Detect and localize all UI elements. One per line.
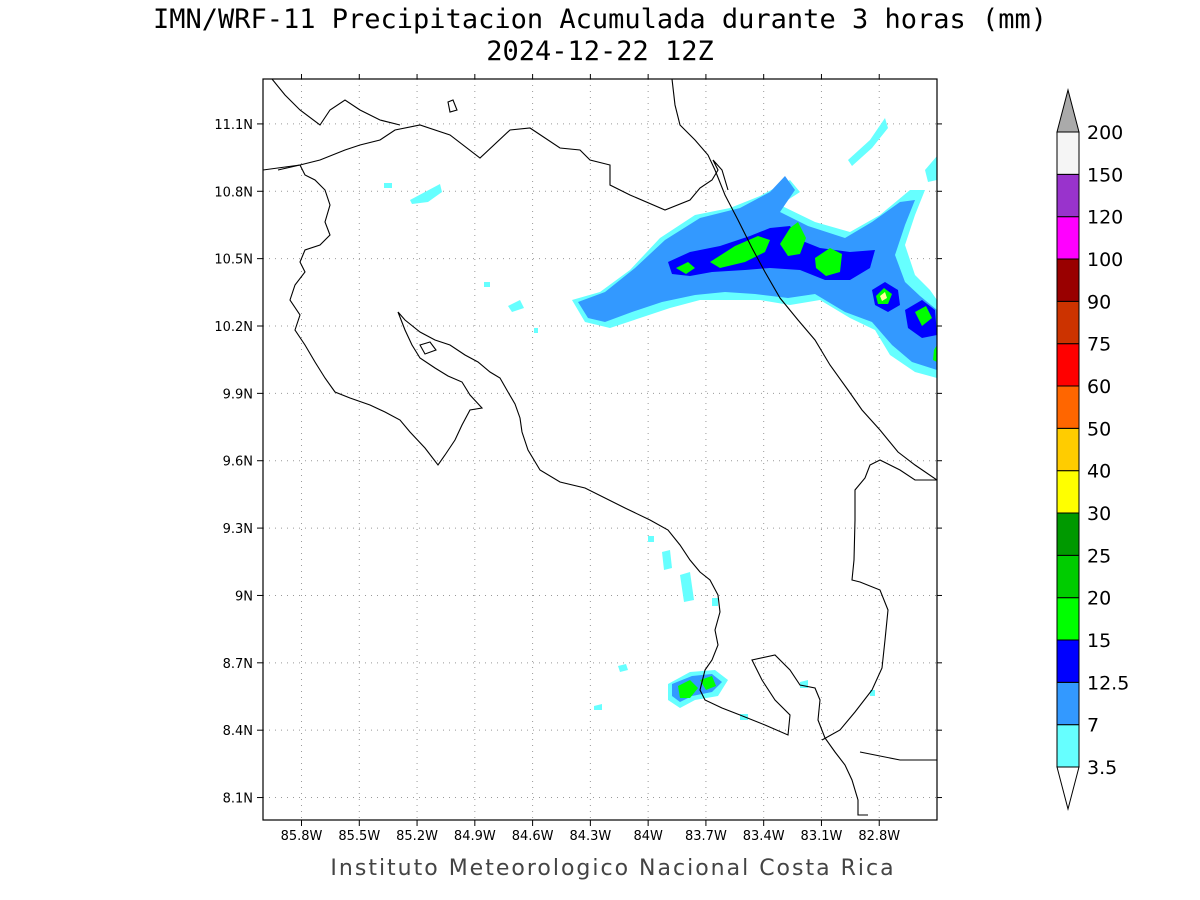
lon-tick-label: 85.2W [396,829,438,844]
colorbar-label: 25 [1087,545,1111,567]
lon-tick-label: 84.9W [454,829,496,844]
pacific-coast-nicoya [277,164,868,816]
lat-tick-label: 8.4N [223,724,253,739]
lat-tick-label: 10.5N [214,253,253,268]
precip-cell-osa-core2 [700,676,716,690]
precip-band-north-mid [578,176,937,370]
map-title: IMN/WRF-11 Precipitacion Acumulada duran… [152,4,1048,35]
colorbar-label: 40 [1087,461,1111,483]
lat-tick-label: 8.1N [223,792,253,807]
colorbar-label: 20 [1087,588,1111,610]
colorbar-box [1056,597,1080,641]
colorbar-label: 75 [1087,334,1111,356]
colorbar-label: 30 [1087,503,1111,525]
lon-tick-label: 84.6W [512,829,554,844]
lon-tick-label: 83.4W [743,829,785,844]
precip-cell-south-b [680,572,694,602]
lat-tick-label: 9.6N [223,455,253,470]
colorbar-box [1056,470,1080,514]
colorbar-label: 100 [1087,249,1123,271]
precip-core-north [710,236,770,268]
lat-tick-label: 9.3N [223,522,253,537]
colorbar-label: 3.5 [1087,757,1117,779]
colorbar-label: 12.5 [1087,672,1129,694]
precip-core-east2 [915,306,932,326]
colorbar-label: 15 [1087,630,1111,652]
lat-tick-label: 10.2N [214,320,253,335]
lon-tick-label: 85.5W [338,829,380,844]
colorbar-box [1056,300,1080,345]
precip-cell-northwest [410,184,442,204]
nicoya-inner-shore [419,341,437,355]
colorbar-box [1056,427,1080,472]
lat-tick-label: 9.9N [223,387,253,402]
colorbar-label: 7 [1087,715,1099,737]
colorbar-box [1056,258,1080,302]
coastlines-borders [263,79,937,816]
border-panama-pacific [821,459,937,741]
precipitation-field [384,118,937,720]
lon-tick-label: 84W [633,829,663,844]
colorbar-label: 90 [1087,291,1111,313]
precip-cell-south-a [662,550,672,570]
lake-island [447,99,458,113]
precip-cell-south-d [712,598,718,606]
lon-tick-label: 84.3W [569,829,611,844]
lon-tick-label: 85.8W [281,829,323,844]
precip-core-east3 [933,345,937,362]
colorbar-label: 60 [1087,376,1111,398]
nicaragua-lake-shore [271,79,401,126]
colorbar-box [1056,512,1080,556]
precip-cell-south-c [648,536,654,542]
precip-cell-northwest-small [384,183,392,188]
precip-streak-ne [848,118,888,166]
colorbar-box [1056,131,1080,175]
precip-cell-south-f [594,704,602,710]
precip-cell-south-e [618,664,628,672]
lon-tick-label: 83.1W [801,829,843,844]
map-frame [262,78,938,821]
colorbar-box [1056,343,1080,387]
colorbar-label: 200 [1087,122,1123,144]
colorbar-over-triangle [1056,88,1080,133]
colorbar-box [1056,385,1080,429]
map-subtitle: 2024-12-22 12Z [486,36,714,67]
lat-tick-label: 10.8N [214,185,253,200]
precip-cell-center2 [484,282,490,287]
colorbar-under-triangle [1056,766,1080,811]
precip-edge-east [925,156,937,182]
colorbar: 3.5 7 12.5 15 20 25 30 40 50 60 75 90 100 120 150 200 [1056,88,1129,811]
colorbar-box [1056,681,1080,726]
precip-core-north2 [780,222,806,256]
colorbar-box [1056,639,1080,683]
precip-cell-osa-core [678,680,698,698]
colorbar-box [1056,216,1080,260]
colorbar-box [1056,554,1080,599]
colorbar-label: 50 [1087,418,1111,440]
colorbar-label: 120 [1087,207,1123,229]
southern-coast [859,751,937,761]
precip-core-north4 [676,262,695,274]
footer-credit: Instituto Meteorologico Nacional Costa R… [330,856,896,881]
lat-tick-label: 9N [235,589,253,604]
precip-peak-east [880,292,887,301]
lon-tick-label: 82.8W [858,829,900,844]
nicaragua-border [263,124,729,211]
precip-cell-center3 [534,328,538,333]
colorbar-box [1056,173,1080,218]
lat-tick-label: 11.1N [214,118,253,133]
graticule [263,79,937,820]
precip-cell-center [508,300,524,312]
colorbar-label: 150 [1087,164,1123,186]
colorbar-box [1056,724,1080,768]
lon-tick-label: 83.7W [685,829,727,844]
map-axes: 85.8W 85.5W 85.2W 84.9W 84.6W 84.3W 84W 83.7W 83… [214,74,942,844]
lat-tick-label: 8.7N [223,657,253,672]
caribbean-coast [671,79,937,481]
precip-core-north3 [815,248,842,276]
